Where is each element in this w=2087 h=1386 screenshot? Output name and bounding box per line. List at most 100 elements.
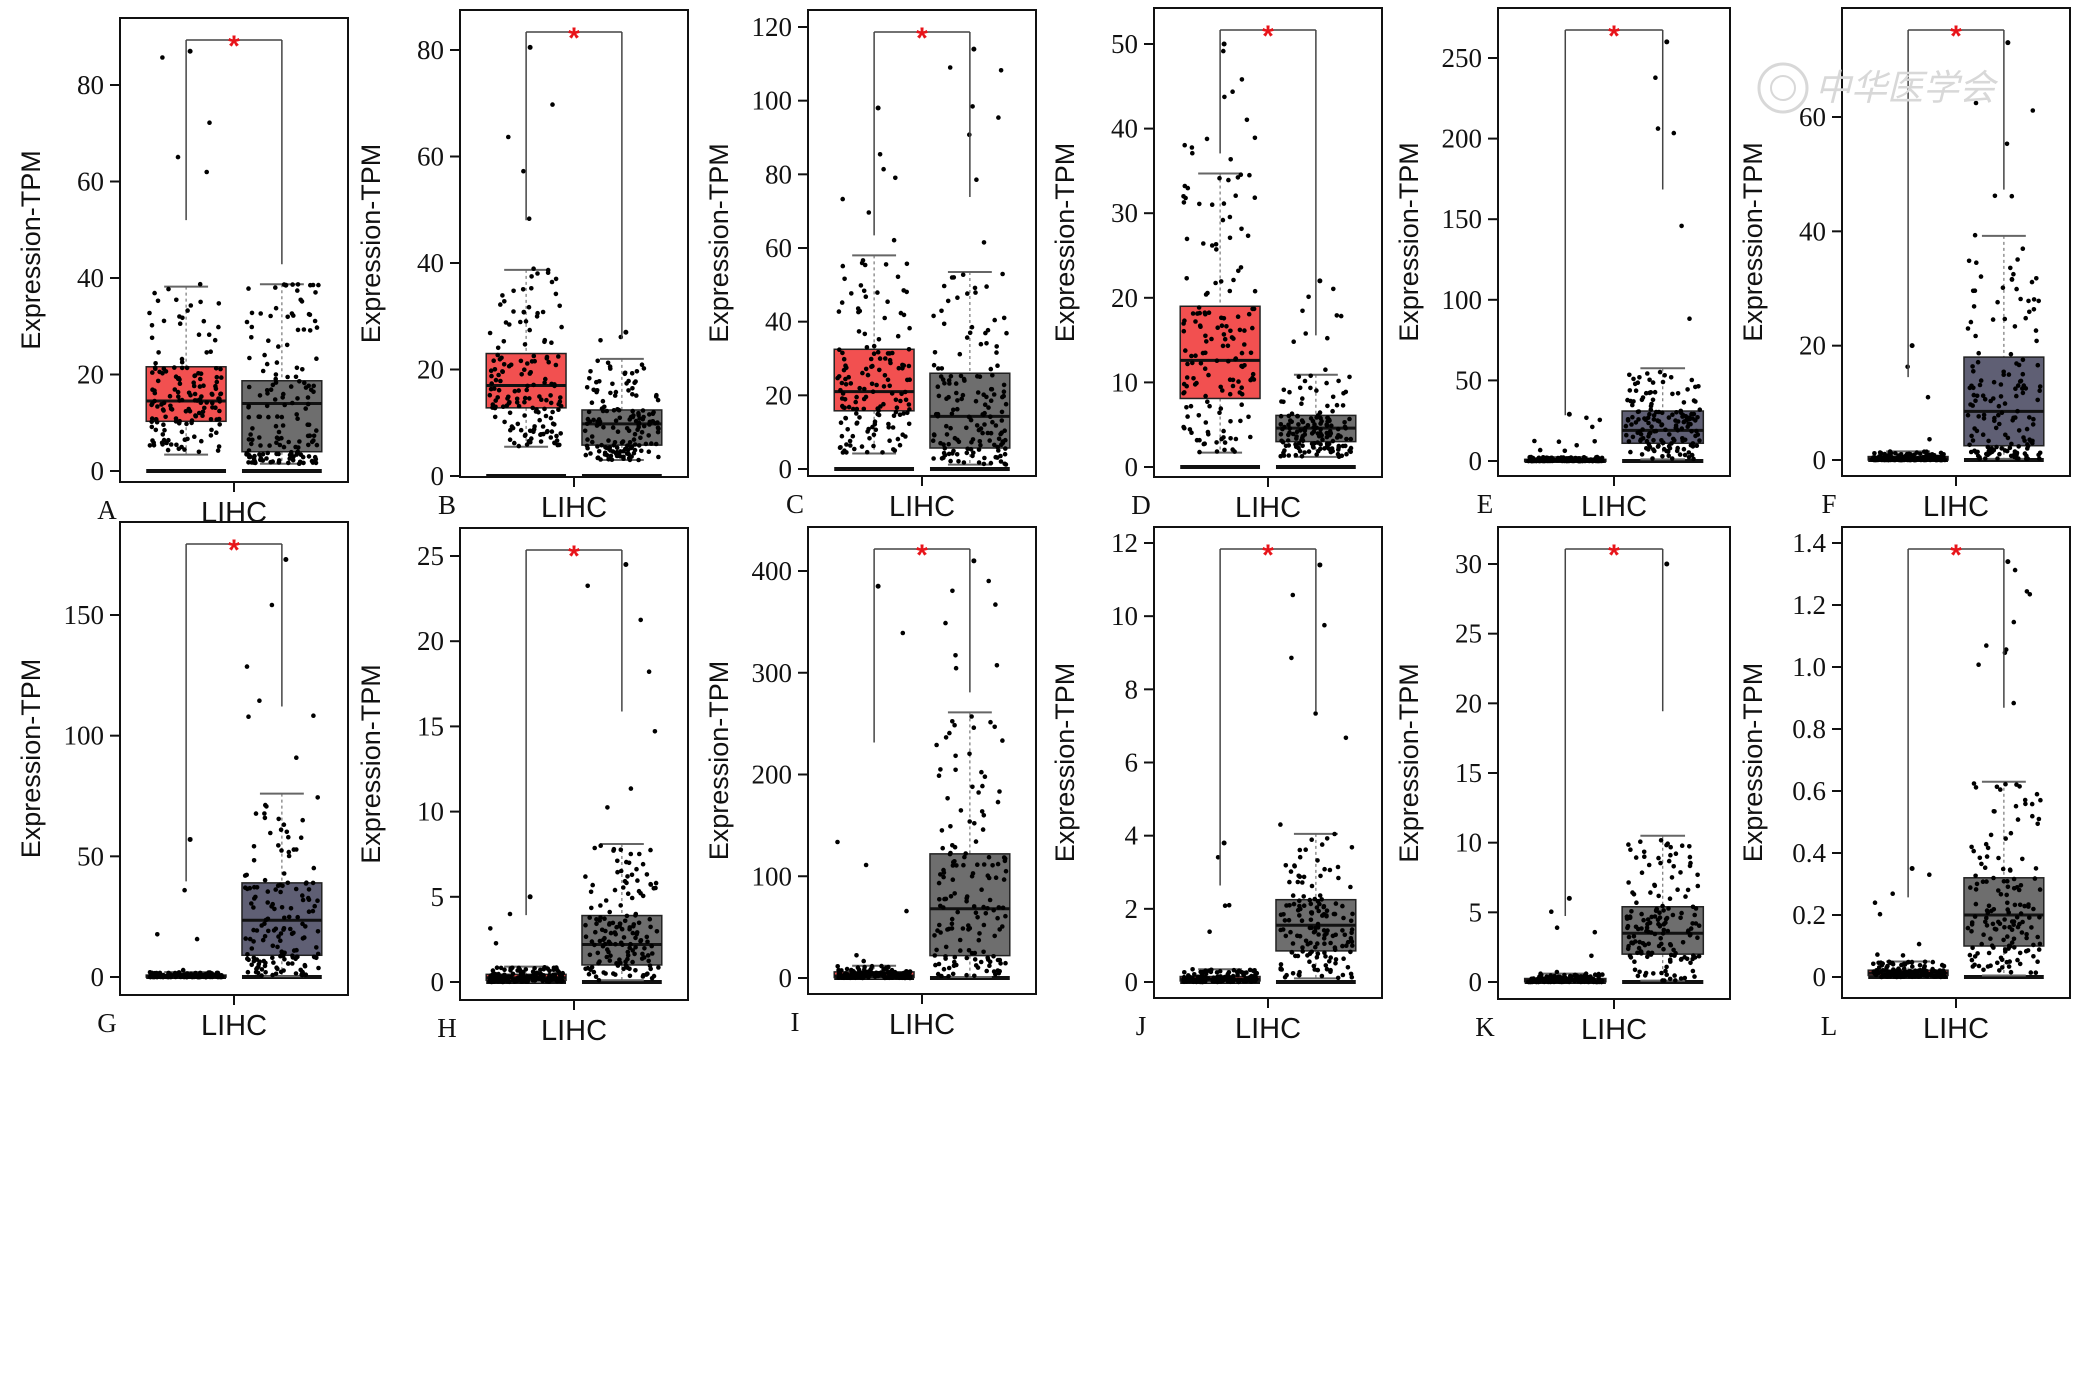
data-point — [1650, 456, 1655, 461]
data-point — [529, 436, 534, 441]
y-axis-label: Expression-TPM — [704, 661, 734, 861]
data-point — [507, 437, 513, 443]
data-point — [983, 911, 989, 916]
data-point — [1687, 863, 1693, 869]
tumor-points — [1181, 840, 1260, 985]
data-point — [877, 356, 883, 361]
y-tick-label: 60 — [765, 233, 792, 263]
data-point — [952, 954, 958, 960]
data-point — [974, 177, 979, 182]
data-point — [644, 934, 650, 940]
data-point — [622, 918, 628, 924]
data-point — [905, 377, 910, 383]
data-point — [1975, 951, 1980, 956]
data-point — [875, 290, 880, 295]
data-point — [1214, 449, 1220, 454]
data-point — [2021, 383, 2027, 388]
data-point — [1657, 915, 1663, 920]
data-point — [961, 376, 967, 382]
data-point — [1549, 909, 1554, 914]
data-point — [1342, 420, 1347, 425]
data-point — [655, 397, 661, 403]
data-point — [214, 379, 220, 385]
data-point — [1971, 781, 1977, 786]
data-point — [1227, 235, 1233, 241]
data-point — [546, 979, 552, 984]
data-point — [972, 957, 978, 962]
data-point — [1556, 439, 1562, 445]
tumor-points — [1526, 411, 1605, 464]
data-point — [1242, 328, 1247, 333]
y-axis-label: Expression-TPM — [1738, 663, 1768, 863]
data-point — [1536, 458, 1542, 464]
data-point — [897, 412, 903, 418]
data-point — [863, 862, 869, 868]
tumor-points — [1871, 866, 1948, 980]
data-point — [1660, 379, 1666, 385]
data-point — [2020, 246, 2026, 251]
data-point — [1872, 451, 1877, 456]
data-point — [612, 887, 618, 893]
data-point — [610, 425, 616, 430]
data-point — [1001, 877, 1007, 882]
data-point-max — [2005, 559, 2011, 565]
data-point — [595, 950, 601, 956]
data-point — [1228, 419, 1233, 424]
data-point — [527, 327, 532, 333]
data-point — [613, 418, 619, 424]
data-point — [630, 386, 635, 391]
data-point — [1977, 382, 1983, 388]
data-point — [608, 453, 614, 459]
data-point — [277, 442, 283, 448]
data-point — [900, 432, 905, 438]
data-point — [2024, 589, 2030, 594]
data-point — [516, 388, 521, 393]
data-point — [1667, 432, 1672, 437]
data-point — [1637, 375, 1642, 380]
data-point — [1973, 873, 1978, 879]
data-point — [2012, 324, 2018, 329]
data-point — [1219, 323, 1225, 329]
data-point — [530, 969, 536, 974]
tumor-points — [1181, 41, 1258, 455]
data-point — [1995, 960, 2000, 966]
data-point — [544, 354, 550, 360]
data-point — [1228, 328, 1233, 334]
data-point — [1901, 966, 1907, 971]
data-point — [877, 367, 882, 373]
data-point — [1526, 979, 1531, 985]
data-point — [1875, 457, 1881, 463]
data-point — [610, 381, 615, 387]
data-point — [1296, 422, 1301, 427]
data-point — [174, 297, 179, 303]
data-point — [862, 386, 867, 392]
tumor-points — [835, 583, 913, 981]
data-point — [270, 901, 276, 907]
data-point — [1181, 328, 1187, 334]
data-point — [603, 445, 608, 450]
data-point — [1885, 974, 1890, 979]
data-point — [631, 450, 637, 456]
data-point — [891, 413, 897, 419]
data-point — [601, 425, 606, 430]
data-point — [522, 433, 528, 439]
data-point — [246, 414, 252, 420]
data-point — [160, 371, 165, 376]
data-point — [1639, 911, 1644, 917]
data-point — [1316, 448, 1321, 454]
data-point — [894, 405, 900, 411]
data-point — [937, 922, 942, 928]
y-tick-label: 1.0 — [1792, 652, 1826, 682]
data-point — [630, 959, 635, 965]
data-point — [985, 955, 990, 961]
data-point — [1341, 956, 1346, 961]
y-tick-label: 6 — [1125, 748, 1139, 778]
data-point — [1248, 350, 1254, 356]
data-point — [281, 871, 287, 876]
data-point — [273, 376, 279, 382]
data-point — [1917, 451, 1923, 457]
data-point — [1673, 424, 1679, 430]
data-point — [887, 438, 892, 444]
data-point — [980, 827, 986, 832]
data-point — [1310, 444, 1316, 450]
